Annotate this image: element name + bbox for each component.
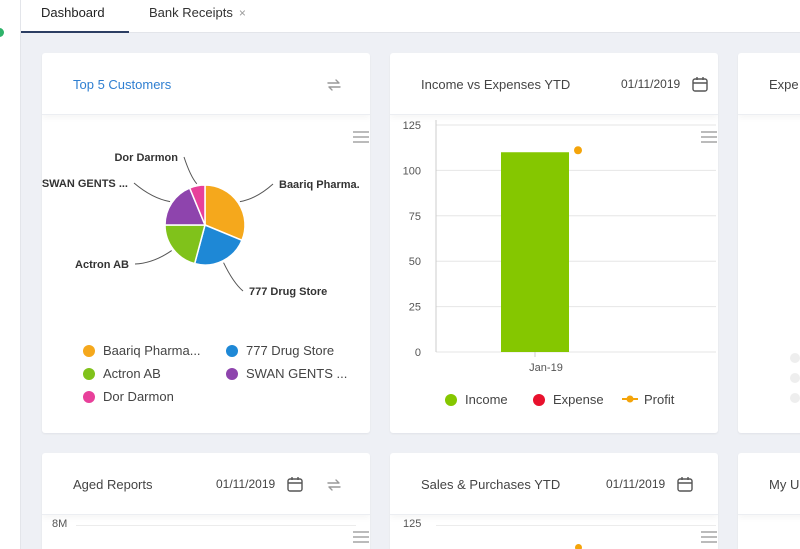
gridline <box>436 525 716 526</box>
pie-connector <box>223 262 244 292</box>
refresh-icon[interactable] <box>325 76 343 94</box>
calendar-icon[interactable] <box>691 75 709 93</box>
y-tick-label: 50 <box>409 256 421 268</box>
pie-connector <box>183 156 198 185</box>
legend-item[interactable]: SWAN GENTS ... <box>226 366 347 381</box>
bar-income <box>501 152 569 352</box>
legend-dot-icon <box>533 394 545 406</box>
tab-bank-receipts[interactable]: Bank Receipts × <box>129 0 266 33</box>
tab-label: Dashboard <box>41 5 105 20</box>
legend-item[interactable]: Dor Darmon <box>83 389 174 404</box>
pie-label: Dor Darmon <box>114 152 178 164</box>
pie-connector <box>134 250 172 265</box>
legend-label: Actron AB <box>103 366 161 381</box>
legend-dot-icon <box>83 368 95 380</box>
card-title: Aged Reports <box>73 477 153 492</box>
y-tick-label: 125 <box>403 518 422 530</box>
income-expenses-card: Income vs Expenses YTD 01/11/2019 0 25 50 7… <box>390 53 718 433</box>
legend-label: Baariq Pharma... <box>103 343 201 358</box>
legend-dot-icon <box>226 345 238 357</box>
status-dot-icon <box>0 28 4 37</box>
chart-menu-icon[interactable] <box>701 531 717 543</box>
legend-item[interactable]: Expense <box>533 392 604 407</box>
legend-label: Dor Darmon <box>103 389 174 404</box>
close-icon[interactable]: × <box>238 6 246 20</box>
card-header: Expe <box>738 53 800 115</box>
pie-slice <box>188 184 206 226</box>
pie-chart: Baariq Pharma. 777 Drug Store Actron AB SWA… <box>42 152 360 298</box>
pie-connector <box>133 182 171 203</box>
card-header: My U <box>738 453 800 515</box>
pie-label: SWAN GENTS ... <box>42 178 128 190</box>
pie-slice <box>164 187 207 226</box>
card-title[interactable]: Top 5 Customers <box>73 77 172 92</box>
my-card-partial: My U <box>738 453 800 549</box>
card-header: Sales & Purchases YTD 01/11/2019 <box>390 453 718 515</box>
pie-connector <box>239 183 274 203</box>
date-value[interactable]: 01/11/2019 <box>216 477 276 491</box>
legend-label: Expense <box>553 392 604 407</box>
sales-purchases-card: Sales & Purchases YTD 01/11/2019 125 <box>390 453 718 549</box>
legend-dot-icon <box>83 345 95 357</box>
aged-reports-card: Aged Reports 01/11/2019 8M <box>42 453 370 549</box>
loading-dot <box>790 393 800 403</box>
legend-item[interactable]: Income <box>445 392 508 407</box>
legend-label: Profit <box>644 392 675 407</box>
pie-slice <box>193 223 243 266</box>
legend-item[interactable]: Actron AB <box>83 366 161 381</box>
card-title: Income vs Expenses YTD <box>421 77 571 92</box>
loading-dot <box>790 373 800 383</box>
loading-dot <box>790 353 800 363</box>
pie-label: Baariq Pharma. <box>279 179 360 191</box>
y-tick-label: 100 <box>403 165 421 177</box>
top-customers-card: Top 5 Customers Baariq Pharma. 777 Drug S… <box>42 53 370 433</box>
gridline <box>76 525 356 526</box>
card-header: Top 5 Customers <box>42 53 370 115</box>
calendar-icon[interactable] <box>286 475 304 493</box>
date-value[interactable]: 01/11/2019 <box>606 477 666 491</box>
legend-item[interactable]: 777 Drug Store <box>226 343 334 358</box>
card-title: Sales & Purchases YTD <box>421 477 561 492</box>
profit-point <box>574 146 582 155</box>
tab-bar: Dashboard Bank Receipts × <box>21 0 800 33</box>
legend-label: Income <box>465 392 508 407</box>
y-tick-label: 25 <box>409 302 421 314</box>
legend-dot-icon <box>226 368 238 380</box>
chart-menu-icon[interactable] <box>701 131 717 143</box>
y-tick-label: 125 <box>403 120 421 132</box>
legend-dot-icon <box>83 391 95 403</box>
x-tick-label: Jan-19 <box>529 362 563 374</box>
pie-label: Actron AB <box>75 259 129 271</box>
card-title: My U <box>769 477 800 492</box>
legend-label: SWAN GENTS ... <box>246 366 348 381</box>
pie-slice <box>164 224 206 265</box>
legend-dot-icon <box>445 394 457 406</box>
chart-menu-icon[interactable] <box>353 531 369 543</box>
pie-slice <box>204 184 246 242</box>
card-title: Expe <box>769 77 799 92</box>
card-header: Aged Reports 01/11/2019 <box>42 453 370 515</box>
y-tick-label: 75 <box>409 211 421 223</box>
legend-label: 777 Drug Store <box>246 343 335 358</box>
bar-chart: 0 25 50 75 100 125 Jan-19 <box>403 120 716 374</box>
legend-item[interactable]: Baariq Pharma... <box>83 343 201 358</box>
line-marker-icon <box>622 395 638 403</box>
expenses-card-partial: Expe <box>738 53 800 433</box>
card-header: Income vs Expenses YTD 01/11/2019 <box>390 53 718 115</box>
refresh-icon[interactable] <box>325 476 343 494</box>
y-tick-label: 8M <box>52 518 68 530</box>
calendar-icon[interactable] <box>676 475 694 493</box>
chart-menu-icon[interactable] <box>353 131 369 143</box>
y-tick-label: 0 <box>415 347 421 359</box>
tab-label: Bank Receipts <box>149 5 233 20</box>
legend-item[interactable]: Profit <box>622 392 674 407</box>
left-sidebar <box>0 0 21 549</box>
pie-label: 777 Drug Store <box>249 286 327 298</box>
date-value[interactable]: 01/11/2019 <box>621 77 681 91</box>
profit-marker <box>575 544 582 549</box>
tab-dashboard[interactable]: Dashboard <box>21 0 129 33</box>
